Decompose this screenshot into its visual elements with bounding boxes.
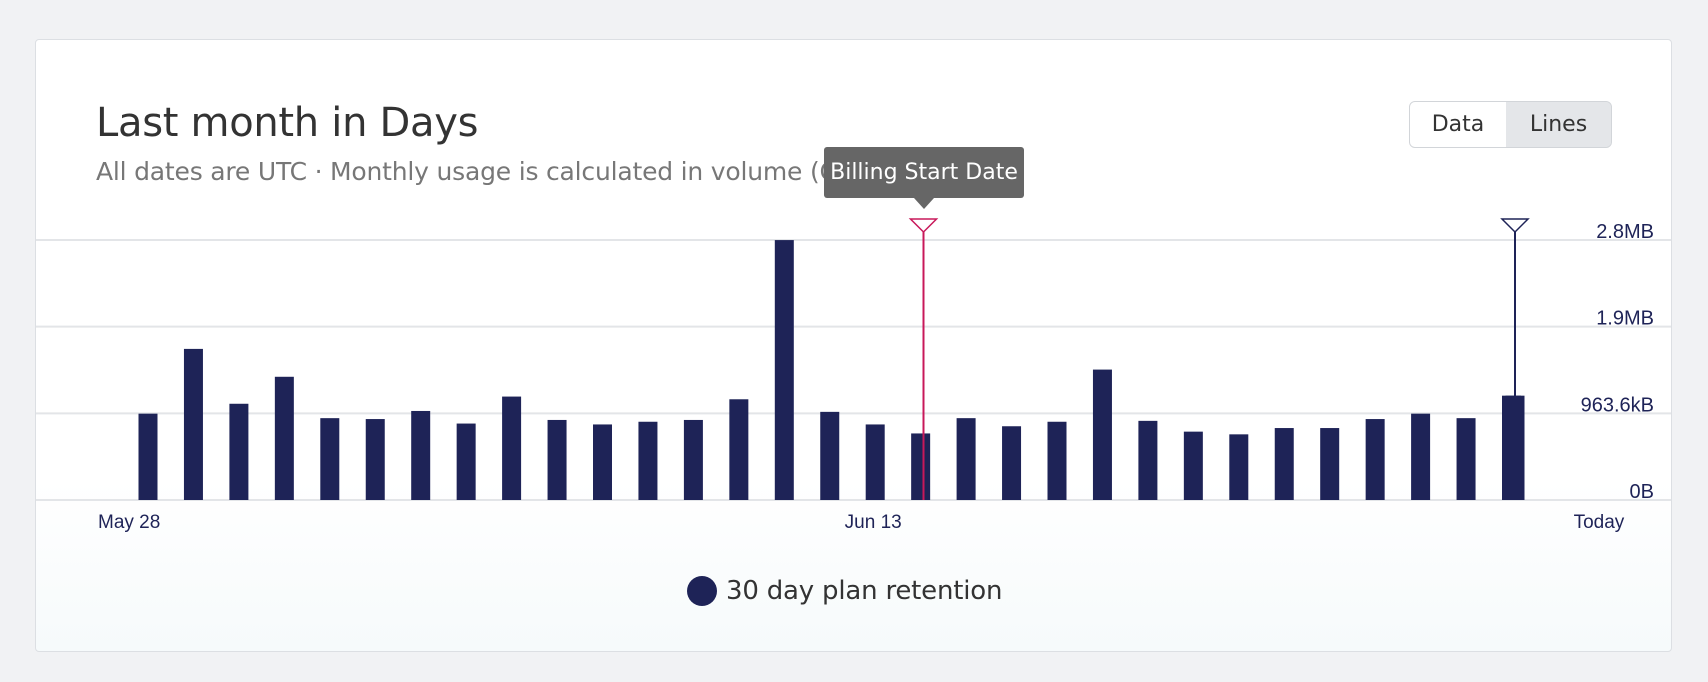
bar (729, 399, 749, 500)
chart-bars (138, 240, 1521, 500)
bar (456, 423, 476, 500)
y-tick-label: 963.6kB (1581, 394, 1654, 416)
bar (956, 418, 976, 500)
data-view-button[interactable]: Data (1410, 102, 1506, 147)
bar (911, 433, 931, 500)
chart-legend[interactable]: 30 day plan retention (687, 575, 1002, 607)
billing-start-marker-icon (908, 218, 939, 234)
bar (229, 403, 249, 500)
lines-view-button[interactable]: Lines (1506, 102, 1611, 147)
tooltip-arrow (914, 198, 934, 209)
bar (365, 419, 385, 500)
bar (411, 410, 431, 500)
bar (183, 348, 203, 500)
x-tick-label: Jun 13 (845, 512, 902, 533)
billing-start-tooltip: Billing Start Date (824, 147, 1024, 198)
bar (683, 419, 703, 500)
bar (1229, 434, 1249, 500)
chart-markers (908, 218, 1530, 500)
bar (1092, 369, 1112, 500)
bar (820, 411, 840, 500)
bar (1138, 420, 1158, 500)
bar (138, 413, 158, 500)
bar (1320, 428, 1340, 500)
chart-grid (36, 239, 1671, 501)
bar (502, 396, 522, 500)
x-tick-label: May 28 (98, 512, 160, 533)
today-marker-icon (1500, 218, 1530, 234)
bar (638, 421, 658, 500)
bar (593, 424, 612, 500)
bar (1183, 431, 1203, 500)
bar (320, 418, 340, 500)
usage-chart-card (35, 39, 1672, 652)
x-axis-ticks: May 28 Jun 13 Today (98, 512, 1625, 533)
bar (1274, 428, 1294, 500)
bar (1047, 421, 1067, 500)
y-tick-label: 2.8MB (1596, 221, 1654, 243)
bar (547, 419, 567, 500)
bar (1456, 418, 1476, 500)
legend-dot-icon (687, 576, 717, 606)
bar (1411, 413, 1431, 500)
y-axis-ticks: 0B 963.6kB 1.9MB 2.8MB (1581, 221, 1654, 503)
bar (865, 424, 885, 500)
view-toggle: Data Lines (1409, 101, 1612, 148)
bar (774, 240, 794, 500)
bar (274, 376, 294, 500)
bar (1365, 419, 1385, 500)
y-tick-label: 0B (1630, 481, 1654, 503)
x-tick-label: Today (1574, 512, 1625, 533)
bar (1002, 426, 1022, 500)
legend-label: 30 day plan retention (726, 576, 1003, 606)
y-tick-label: 1.9MB (1596, 308, 1654, 330)
chart-title: Last month in Days (96, 100, 479, 146)
